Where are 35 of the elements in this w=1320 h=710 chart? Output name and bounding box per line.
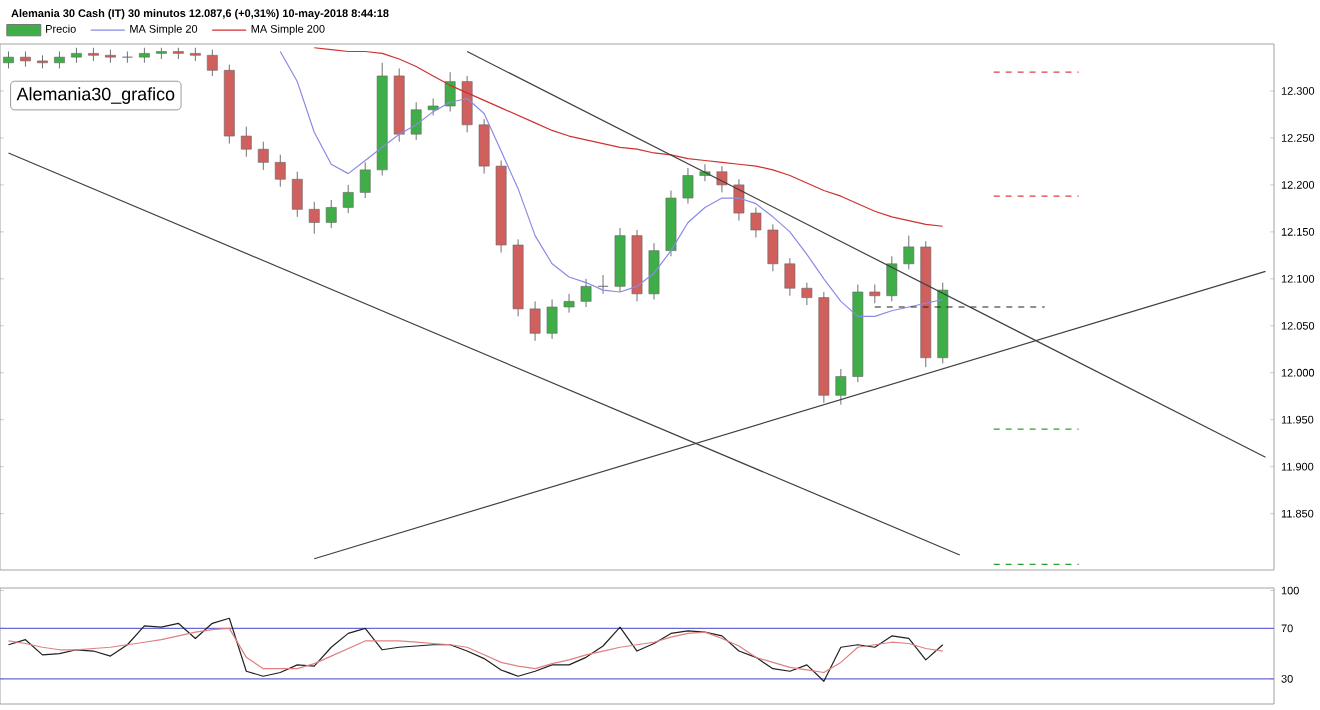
candlestick bbox=[88, 47, 99, 62]
candlestick bbox=[903, 235, 915, 270]
candlestick bbox=[580, 278, 592, 308]
candlestick bbox=[359, 161, 371, 199]
candlestick bbox=[308, 201, 320, 235]
candlestick bbox=[478, 118, 490, 175]
candlestick bbox=[325, 199, 337, 229]
candlestick bbox=[342, 184, 354, 214]
candlestick bbox=[206, 49, 218, 77]
candlestick bbox=[563, 293, 575, 314]
candlestick bbox=[767, 223, 779, 272]
candlestick bbox=[682, 167, 694, 205]
candlestick bbox=[461, 75, 473, 133]
candlestick bbox=[105, 49, 116, 64]
candlestick bbox=[869, 284, 881, 304]
candlestick bbox=[189, 47, 201, 62]
candlestick bbox=[835, 368, 847, 406]
candlestick bbox=[750, 207, 762, 238]
candlestick bbox=[410, 101, 422, 141]
candlestick bbox=[274, 154, 286, 188]
candlestick bbox=[784, 257, 796, 297]
candlestick bbox=[648, 242, 660, 300]
candlestick bbox=[291, 171, 303, 218]
candlestick bbox=[716, 165, 728, 193]
candlestick bbox=[529, 300, 541, 342]
candlestick bbox=[546, 299, 558, 340]
candlestick bbox=[801, 282, 813, 306]
candlestick bbox=[37, 54, 48, 69]
candlestick bbox=[122, 51, 133, 64]
candlestick bbox=[257, 141, 269, 171]
line-series bbox=[7, 617, 944, 682]
candlestick bbox=[886, 255, 898, 302]
candlestick bbox=[240, 126, 252, 158]
candlestick bbox=[597, 274, 609, 295]
annotation: Alemania30_grafico bbox=[16, 87, 175, 104]
